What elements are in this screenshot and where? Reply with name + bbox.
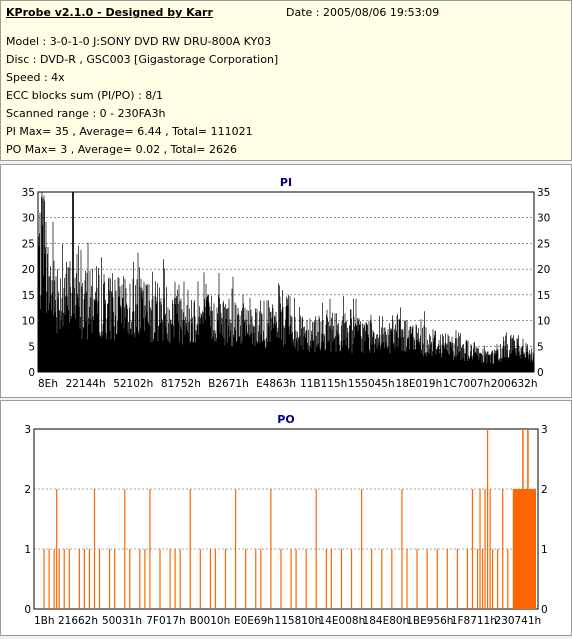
pi-chart-panel: 0 0 5 5 10 10 15 15 20 20 25 25 30 30 35 35 8Eh 22144h 521… xyxy=(0,164,572,398)
pi-ytick-right: 15 xyxy=(537,290,550,302)
po-xtick-label: 115810h xyxy=(275,615,322,627)
po-ytick-right: 3 xyxy=(541,424,548,436)
po-chart-panel: 0 0 1 1 2 2 3 3 1Bh 21662h 50031h 7F017h B0010h E0E69… xyxy=(0,400,572,636)
pi-ytick-left: 25 xyxy=(22,238,35,250)
scan-date: Date : 2005/08/06 19:53:09 xyxy=(286,6,440,19)
po-xtick-label: 230741h xyxy=(494,615,541,627)
po-xtick-label: 7F017h xyxy=(146,615,185,627)
pi-ytick-right: 20 xyxy=(537,264,550,276)
pi-xtick-label: 18E019h xyxy=(396,378,443,390)
po-xtick-label: 184E80h xyxy=(363,615,410,627)
pi-ytick-left: 20 xyxy=(22,264,35,276)
po-xtick-label: 1F8711h xyxy=(451,615,497,627)
po-xtick-label: B0010h xyxy=(190,615,231,627)
po-ytick-right: 0 xyxy=(541,604,548,616)
pi-chart: 0 0 5 5 10 10 15 15 20 20 25 25 30 30 35 35 8Eh 22144h 521… xyxy=(22,176,551,390)
po-dense-block xyxy=(512,489,536,609)
pi-ytick-left: 30 xyxy=(22,213,35,225)
po-stats-line: PO Max= 3 , Average= 0.02 , Total= 2626 xyxy=(6,143,237,156)
pi-xtick-label: B2671h xyxy=(208,378,249,390)
po-xtick-label: 50031h xyxy=(102,615,142,627)
app-title: KProbe v2.1.0 - Designed by Karr xyxy=(6,6,213,19)
pi-xtick-label: 22144h xyxy=(66,378,106,390)
po-plot-area xyxy=(33,428,539,610)
pi-xtick-label: 200632h xyxy=(491,378,538,390)
pi-ytick-left: 10 xyxy=(22,316,35,328)
pi-xtick-label: E4863h xyxy=(256,378,296,390)
pi-xtick-label: 8Eh xyxy=(38,378,58,390)
pi-ytick-right: 0 xyxy=(537,367,544,379)
po-ytick-left: 3 xyxy=(24,424,31,436)
pi-stats-line: PI Max= 35 , Average= 6.44 , Total= 1110… xyxy=(6,125,253,138)
po-xtick-label: E0E69h xyxy=(234,615,274,627)
pi-ytick-right: 10 xyxy=(537,316,550,328)
po-ytick-left: 2 xyxy=(24,484,31,496)
speed-line: Speed : 4x xyxy=(6,71,65,84)
po-xtick-label: 1BE956h xyxy=(406,615,453,627)
pi-xtick-label: 81752h xyxy=(161,378,201,390)
po-ytick-right: 2 xyxy=(541,484,548,496)
po-ytick-left: 0 xyxy=(24,604,31,616)
pi-xtick-label: 155045h xyxy=(348,378,395,390)
po-xtick-label: 1Bh xyxy=(34,615,55,627)
pi-ytick-left: 5 xyxy=(28,341,35,353)
pi-ytick-right: 25 xyxy=(537,238,550,250)
pi-chart-title: PI xyxy=(280,176,292,189)
po-chart: 0 0 1 1 2 2 3 3 1Bh 21662h 50031h 7F017h B0010h E0E69… xyxy=(24,413,548,627)
pi-xtick-label: 11B115h xyxy=(300,378,347,390)
pi-ytick-left: 0 xyxy=(28,367,35,379)
po-ytick-right: 1 xyxy=(541,544,548,556)
ecc-line: ECC blocks sum (PI/PO) : 8/1 xyxy=(6,89,163,102)
pi-xtick-label: 52102h xyxy=(113,378,153,390)
po-xtick-label: 14E008h xyxy=(319,615,366,627)
po-ytick-left: 1 xyxy=(24,544,31,556)
pi-ytick-left: 35 xyxy=(22,187,35,199)
range-line: Scanned range : 0 - 230FA3h xyxy=(6,107,166,120)
info-panel: KProbe v2.1.0 - Designed by Karr Date : … xyxy=(0,0,572,161)
pi-series-bars xyxy=(38,192,535,372)
pi-ytick-right: 30 xyxy=(537,213,550,225)
pi-ytick-right: 5 xyxy=(537,341,544,353)
disc-line: Disc : DVD-R , GSC003 [Gigastorage Corpo… xyxy=(6,53,279,66)
pi-xtick-label: 1C7007h xyxy=(443,378,490,390)
model-line: Model : 3-0-1-0 J:SONY DVD RW DRU-800A K… xyxy=(6,35,272,48)
pi-ytick-right: 35 xyxy=(537,187,550,199)
po-chart-title: PO xyxy=(277,413,294,426)
po-xtick-label: 21662h xyxy=(58,615,98,627)
pi-ytick-left: 15 xyxy=(22,290,35,302)
